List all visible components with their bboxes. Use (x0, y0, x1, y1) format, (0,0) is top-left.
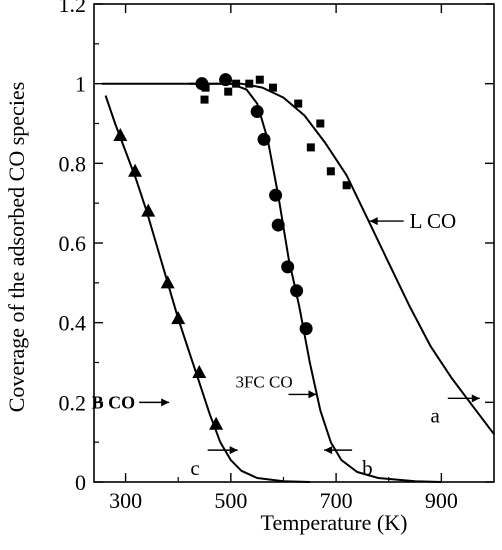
annotations: L CO 3FC CO B CO a b c (92, 209, 480, 480)
point-3fc-co (250, 105, 264, 119)
arrow-b-head (324, 446, 333, 455)
data-markers (113, 73, 351, 430)
curve-b-co (104, 95, 310, 483)
y-tick-label: 0.8 (59, 151, 87, 176)
annotation-label: L CO (410, 209, 456, 233)
y-tick-label: 0.2 (59, 390, 87, 415)
annotation-label: B CO (92, 392, 136, 412)
point-l-co (255, 75, 264, 84)
curve-3fc-co (188, 82, 442, 483)
arrow-c-head (229, 446, 238, 455)
point-3fc-co (281, 260, 295, 274)
y-tick-label: 1.2 (59, 0, 87, 17)
annotation-label: b (362, 456, 373, 480)
arrow-a-head (471, 394, 480, 403)
point-l-co (245, 79, 254, 88)
annotation-label: c (190, 456, 199, 480)
point-b-co (171, 311, 186, 325)
y-axis-label: Coverage of the adsorbed CO species (4, 82, 29, 413)
y-tick-label: 0.6 (59, 231, 87, 256)
x-tick-label: 500 (214, 488, 247, 513)
point-b-co (128, 163, 143, 177)
y-tick-label: 0.4 (59, 311, 87, 336)
axes: Coverage of the adsorbed CO species Temp… (4, 0, 494, 535)
arrow-3fc-co-head (308, 390, 317, 399)
arrow-b-co-head (161, 398, 170, 407)
y-tick-label: 1 (75, 72, 86, 97)
point-l-co (232, 79, 241, 88)
point-l-co (316, 119, 325, 128)
point-b-co (141, 203, 156, 217)
x-tick-label: 700 (320, 488, 353, 513)
point-b-co (209, 416, 224, 430)
point-b-co (192, 364, 207, 378)
point-3fc-co (269, 188, 283, 202)
point-3fc-co (299, 322, 313, 336)
point-l-co (342, 181, 351, 190)
point-3fc-co (219, 73, 233, 87)
x-axis-label: Temperature (K) (261, 510, 408, 535)
point-l-co (306, 143, 315, 152)
annotation-label: 3FC CO (235, 372, 292, 391)
point-b-co (160, 275, 175, 289)
point-l-co (268, 83, 277, 92)
y-tick-label: 0 (75, 470, 86, 495)
point-l-co (224, 87, 233, 96)
annotation-label: a (430, 403, 440, 427)
arrow-l-co-head (369, 217, 378, 226)
point-3fc-co (271, 218, 285, 232)
point-3fc-co (195, 77, 209, 91)
x-tick-label: 900 (425, 488, 458, 513)
point-l-co (294, 99, 303, 108)
x-tick-label: 300 (109, 488, 142, 513)
point-3fc-co (257, 132, 271, 146)
point-l-co (200, 95, 209, 104)
point-l-co (326, 167, 335, 176)
point-b-co (113, 127, 128, 141)
point-3fc-co (290, 284, 304, 298)
